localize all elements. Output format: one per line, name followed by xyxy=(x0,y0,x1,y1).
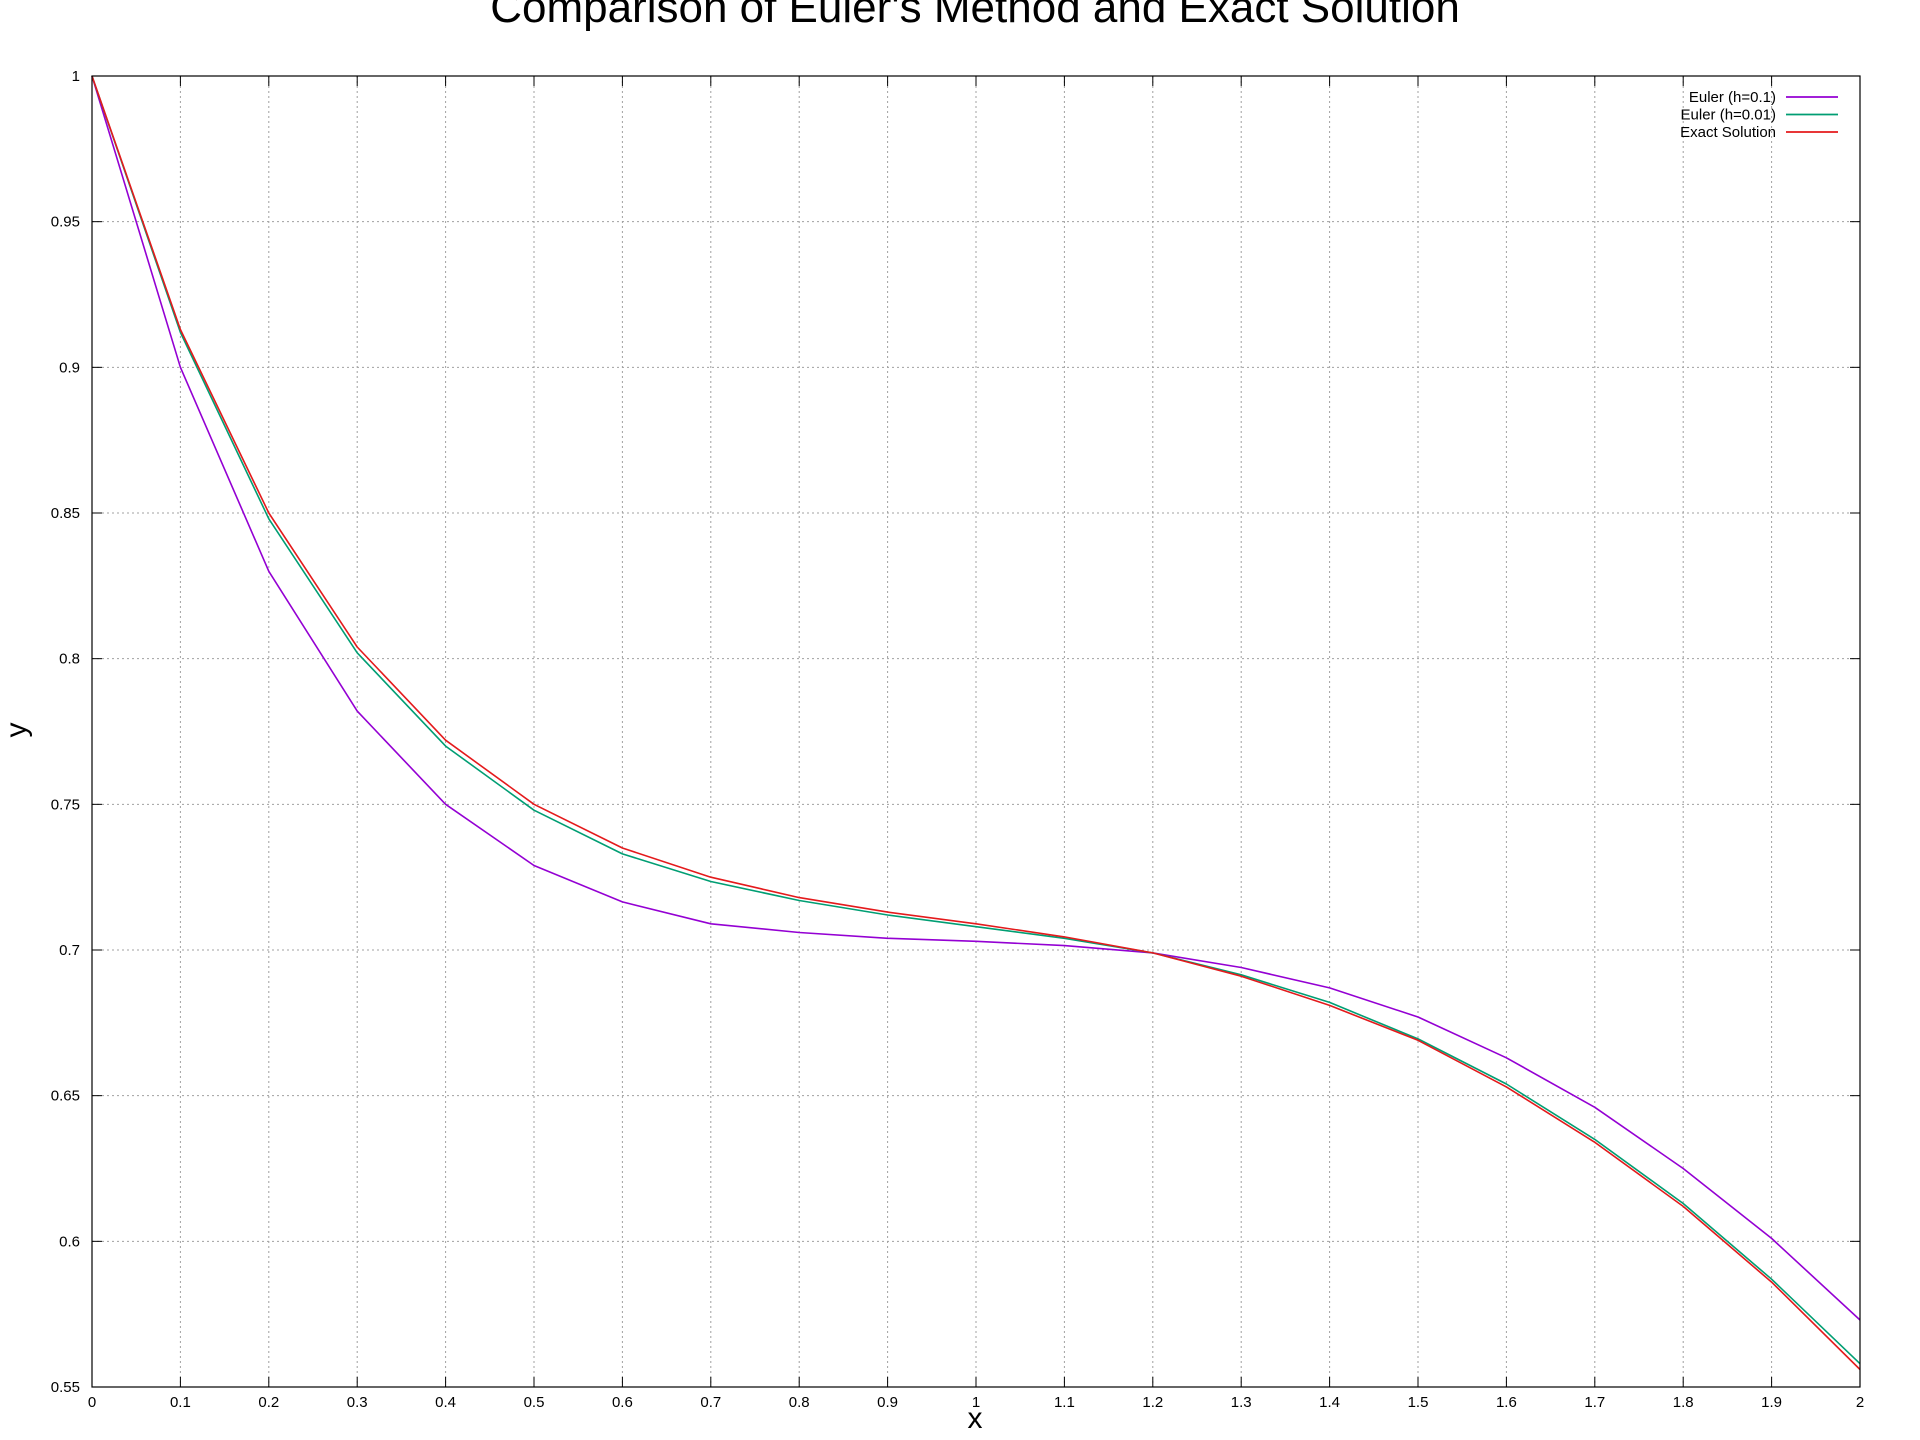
x-tick-label: 1.3 xyxy=(1231,1394,1252,1411)
x-tick-label: 0.2 xyxy=(258,1394,279,1411)
series-line-0 xyxy=(91,75,1861,1321)
y-tick-label: 1 xyxy=(72,68,80,85)
x-tick-label: 0.1 xyxy=(170,1394,191,1411)
x-tick-label: 2 xyxy=(1856,1394,1864,1411)
x-tick-label: 1.4 xyxy=(1319,1394,1340,1411)
y-tick-label: 0.8 xyxy=(59,651,80,668)
x-tick-label: 1.8 xyxy=(1673,1394,1694,1411)
grid xyxy=(92,76,1860,1387)
x-tick-label: 0 xyxy=(88,1394,96,1411)
series-line-1 xyxy=(91,75,1861,1365)
x-tick-label: 0.8 xyxy=(789,1394,810,1411)
legend-label: Euler (h=0.01) xyxy=(1681,107,1776,124)
x-tick-label: 0.6 xyxy=(612,1394,633,1411)
y-tick-label: 0.9 xyxy=(59,359,80,376)
ticks: 0 0.1 0.2 0.3 0.4 0.5 0.6 0.7 0.8 0.9 1 1.1 1.2 1.3 1.… xyxy=(51,68,1864,1411)
x-tick-label: 0.7 xyxy=(700,1394,721,1411)
x-tick-label: 0.4 xyxy=(435,1394,456,1411)
x-tick-label: 1.7 xyxy=(1584,1394,1605,1411)
y-tick-label: 0.85 xyxy=(51,505,80,522)
x-tick-label: 1.2 xyxy=(1142,1394,1163,1411)
legend-label: Euler (h=0.1) xyxy=(1689,89,1776,106)
y-tick-label: 0.55 xyxy=(51,1379,80,1396)
y-tick-label: 0.7 xyxy=(59,942,80,959)
x-tick-label: 1.5 xyxy=(1408,1394,1429,1411)
series-lines xyxy=(91,75,1861,1371)
x-tick-label: 0.9 xyxy=(877,1394,898,1411)
legend-label: Exact Solution xyxy=(1680,124,1776,141)
y-tick-label: 0.95 xyxy=(51,214,80,231)
y-tick-label: 0.6 xyxy=(59,1233,80,1250)
y-tick-label: 0.65 xyxy=(51,1088,80,1105)
x-tick-label: 1.9 xyxy=(1761,1394,1782,1411)
legend: Euler (h=0.1)Euler (h=0.01)Exact Solutio… xyxy=(1680,89,1838,141)
x-tick-label: 1 xyxy=(972,1394,980,1411)
y-axis-title: y xyxy=(0,723,33,738)
x-tick-label: 1.6 xyxy=(1496,1394,1517,1411)
x-axis-title: x xyxy=(968,1402,983,1435)
x-tick-label: 0.5 xyxy=(524,1394,545,1411)
chart-title: Comparison of Euler's Method and Exact S… xyxy=(490,0,1460,32)
x-tick-label: 1.1 xyxy=(1054,1394,1075,1411)
y-tick-label: 0.75 xyxy=(51,796,80,813)
x-tick-label: 0.3 xyxy=(347,1394,368,1411)
series-line-2 xyxy=(91,75,1861,1371)
plot-frame xyxy=(91,75,1861,1388)
